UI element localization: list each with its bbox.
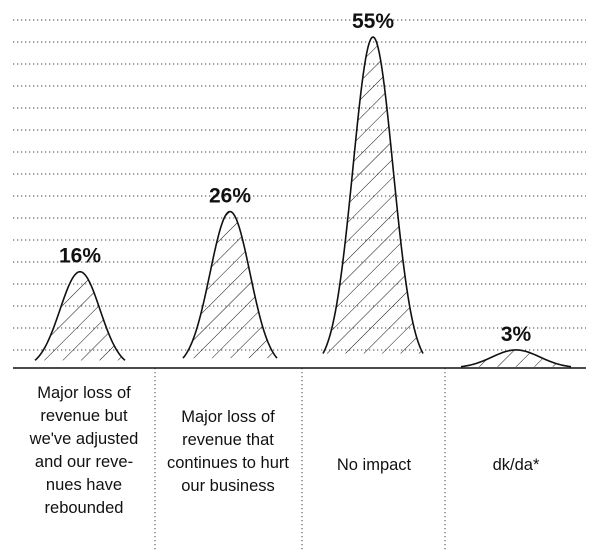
category-label: dk/da*	[492, 456, 540, 474]
category-separators	[154, 368, 446, 552]
curve-fill	[35, 271, 125, 361]
value-label: 16%	[59, 245, 101, 268]
category-label: Major loss of revenue but we've adjusted…	[29, 384, 139, 517]
curve-outline	[322, 36, 424, 354]
curve-outline	[34, 270, 126, 361]
curve-fill	[183, 211, 277, 359]
category-label: No impact	[336, 456, 412, 474]
value-label: 3%	[501, 323, 532, 346]
distribution-curves	[34, 36, 572, 368]
curve-fill	[461, 349, 571, 367]
value-label: 26%	[209, 185, 251, 208]
curve-outline	[460, 349, 572, 368]
value-labels: 16% 26% 55% 3%	[59, 10, 532, 346]
value-label: 55%	[352, 10, 394, 33]
curve-fill	[323, 37, 423, 354]
category-label: Major loss of revenue that continues to …	[167, 408, 289, 495]
gridlines	[13, 19, 586, 351]
curve-outline	[182, 210, 278, 359]
